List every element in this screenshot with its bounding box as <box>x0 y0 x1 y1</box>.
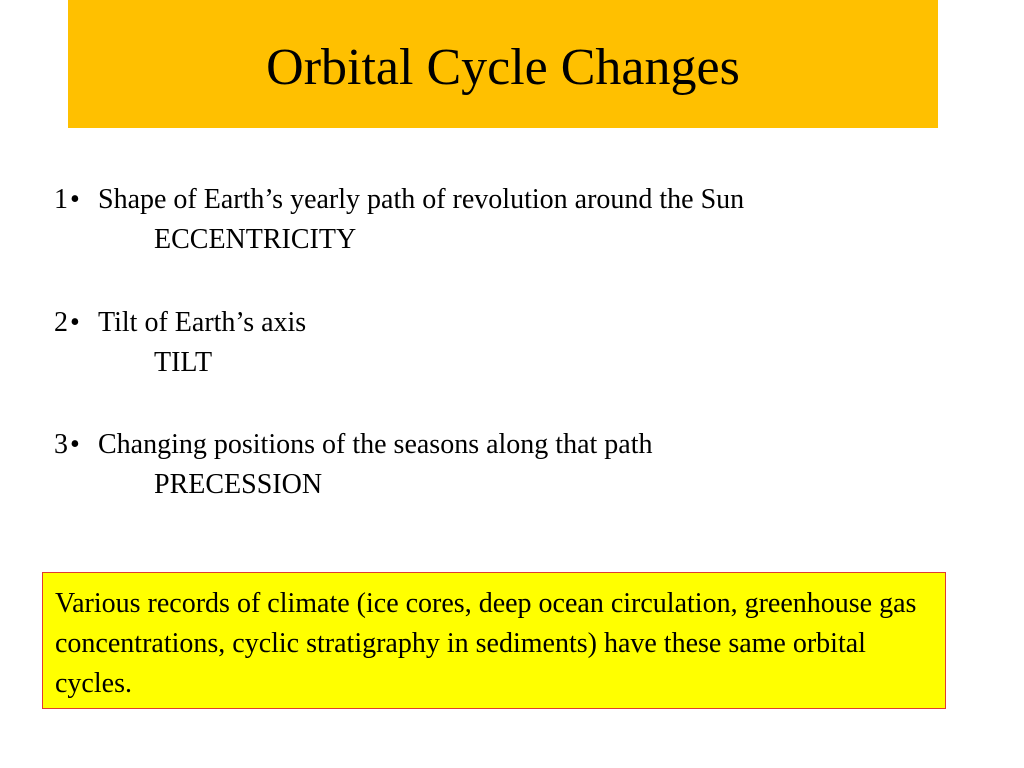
point-2: 2• Tilt of Earth’s axis <box>54 303 306 343</box>
note-box: Various records of climate (ice cores, d… <box>42 572 946 709</box>
bullet-icon: • <box>70 307 80 338</box>
point-number: 3 <box>54 429 68 460</box>
point-3-term: PRECESSION <box>154 469 323 500</box>
point-1: 1• Shape of Earth’s yearly path of revolu… <box>54 180 744 220</box>
point-text: Tilt of Earth’s axis <box>98 307 307 338</box>
point-text: Changing positions of the seasons along … <box>98 429 653 460</box>
point-text: Shape of Earth’s yearly path of revoluti… <box>98 184 745 215</box>
bullet-icon: • <box>70 429 80 460</box>
point-3: 3• Changing positions of the seasons alon… <box>54 425 653 465</box>
note-text: Various records of climate (ice cores, d… <box>55 588 917 699</box>
point-number: 2 <box>54 307 68 338</box>
point-2-term: TILT <box>154 347 213 378</box>
title-banner: Orbital Cycle Changes <box>68 0 938 128</box>
point-number: 1 <box>54 184 68 215</box>
bullet-icon: • <box>70 184 80 215</box>
slide-title: Orbital Cycle Changes <box>266 39 740 96</box>
point-1-term: ECCENTRICITY <box>154 224 357 255</box>
